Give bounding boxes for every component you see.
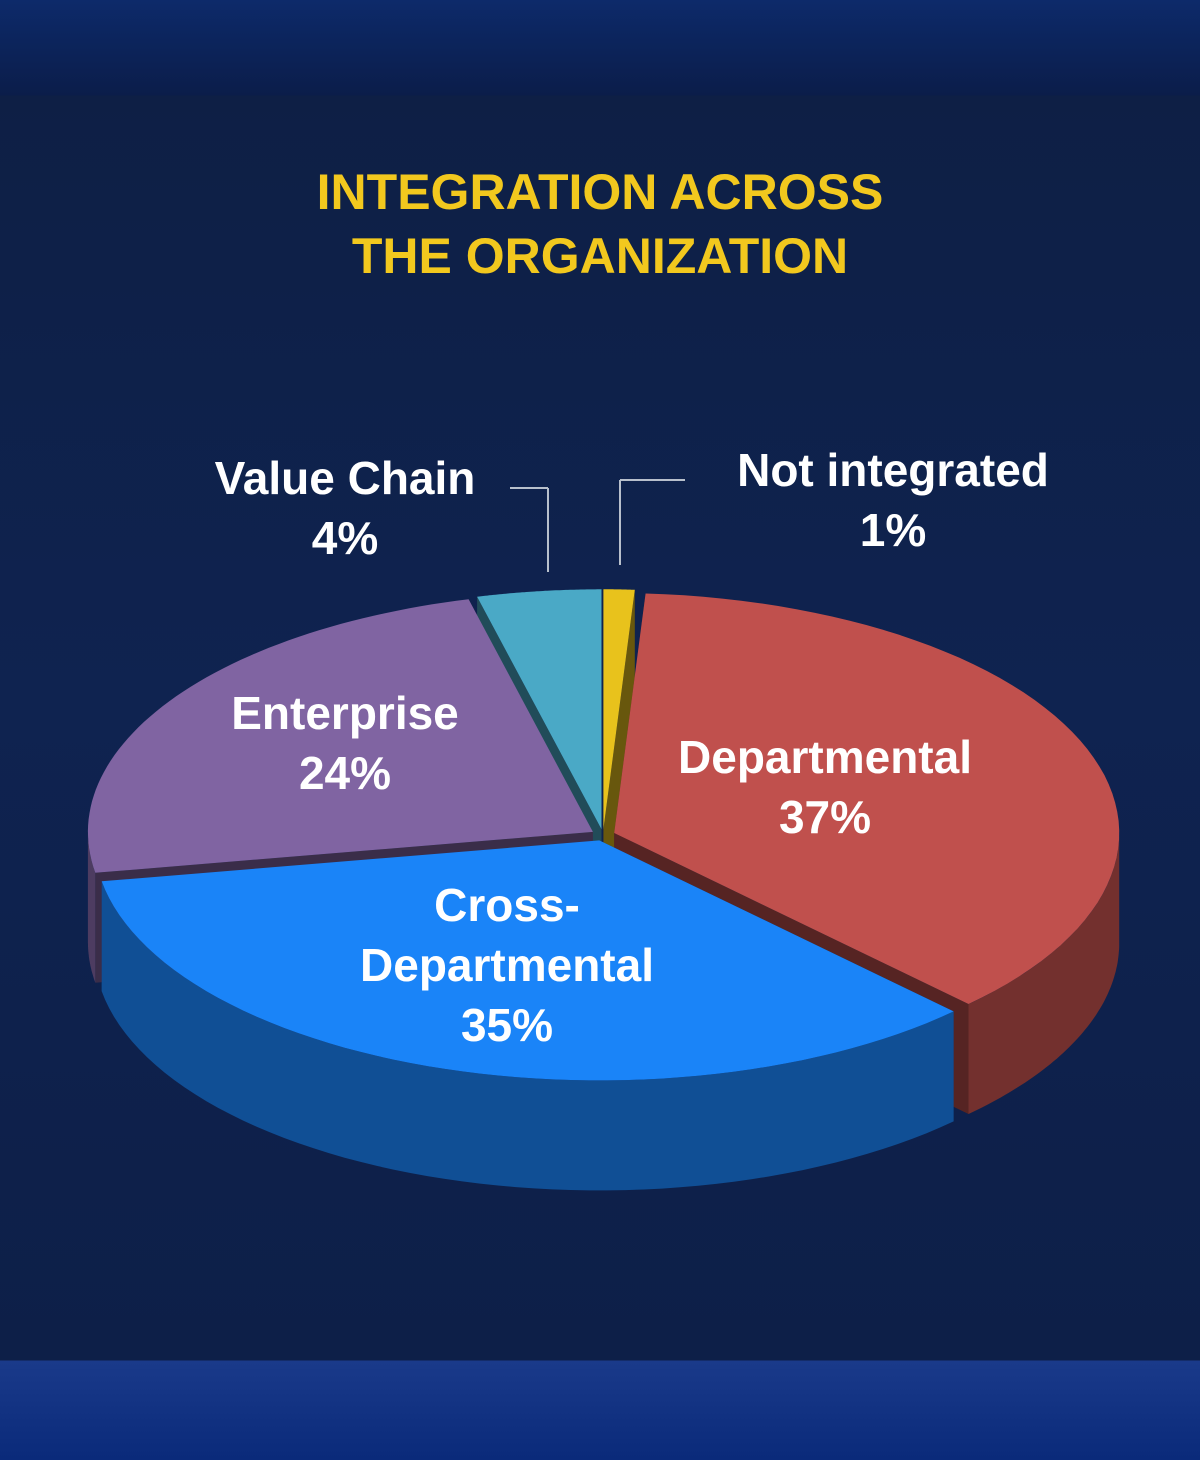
slice — [614, 593, 1120, 1004]
slice-label: Enterprise 24% — [195, 683, 495, 803]
slice-side — [87, 831, 96, 983]
slice — [477, 589, 602, 830]
value-label: 35% — [460, 999, 554, 1051]
slice-label: Value Chain 4% — [185, 448, 505, 568]
slice — [603, 589, 635, 830]
value-label: 37% — [778, 791, 872, 843]
slice-side — [968, 833, 1120, 1114]
slice — [101, 840, 954, 1081]
category-label: Cross-Departmental — [360, 879, 654, 991]
category-label: Enterprise — [231, 687, 459, 739]
chart-title: INTEGRATION ACROSS THE ORGANIZATION — [316, 164, 884, 284]
slice-label: Not integrated 1% — [723, 440, 1063, 560]
value-label: 1% — [859, 504, 927, 556]
value-label: 24% — [298, 747, 392, 799]
category-label: Value Chain — [214, 452, 476, 504]
category-label: Departmental — [678, 731, 972, 783]
value-label: 4% — [311, 512, 379, 564]
slice-label: Departmental 37% — [645, 727, 1005, 847]
slice-side — [101, 881, 954, 1191]
slice-label: Cross-Departmental 35% — [327, 875, 687, 1055]
slice — [87, 599, 593, 873]
category-label: Not integrated — [737, 444, 1049, 496]
